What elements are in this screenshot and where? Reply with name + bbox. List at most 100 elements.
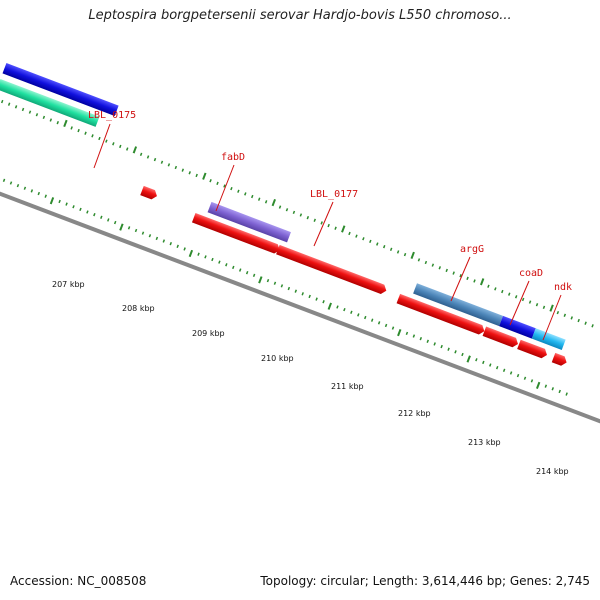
ruler-tick xyxy=(489,363,492,367)
ruler-tick xyxy=(223,184,226,188)
ruler-tick xyxy=(440,344,443,349)
ruler-tick xyxy=(266,278,270,283)
gene-lbl-0175[interactable] xyxy=(140,185,159,201)
ruler-tick xyxy=(79,207,82,212)
ruler-tick xyxy=(113,220,117,225)
ruler-tick xyxy=(473,279,476,283)
gene-red-under-fabd[interactable] xyxy=(191,212,282,255)
gene-lbl-0177[interactable] xyxy=(276,244,388,296)
ruler-label: 213 kbp xyxy=(468,438,501,447)
ruler-tick xyxy=(348,231,351,236)
leader-line-ndk xyxy=(542,294,562,341)
ruler-tick xyxy=(431,263,435,267)
ruler-tick xyxy=(563,313,567,317)
ruler-tick xyxy=(49,118,53,122)
ruler-tick xyxy=(364,315,367,320)
ruler-tick xyxy=(204,255,207,259)
ruler-tick xyxy=(377,321,381,325)
gene-argg[interactable] xyxy=(413,283,504,327)
ruler-tick xyxy=(530,379,534,383)
ruler-tick xyxy=(334,226,337,230)
gene-fabd[interactable] xyxy=(207,201,291,243)
ruler-tick xyxy=(384,323,388,328)
ruler-tick xyxy=(523,376,527,380)
ruler-tick xyxy=(479,278,485,286)
ruler-tick xyxy=(350,310,353,314)
ruler-tick xyxy=(264,200,268,204)
ruler-tick xyxy=(327,223,330,228)
gene-label-argg[interactable]: argG xyxy=(460,244,484,255)
ruler-tick xyxy=(509,371,513,375)
gene-label-fabd[interactable]: fabD xyxy=(221,152,245,163)
gene-forward-green-left[interactable] xyxy=(0,78,100,127)
ruler-tick xyxy=(238,268,242,272)
ruler-tick xyxy=(100,215,103,219)
ruler-label: 214 kbp xyxy=(536,467,569,476)
ruler-tick xyxy=(181,168,185,172)
ruler-tick xyxy=(86,210,89,214)
ruler-tick xyxy=(211,257,214,262)
ruler-tick xyxy=(376,242,379,246)
ruler-tick xyxy=(466,276,469,280)
gene-red-under-coad[interactable] xyxy=(482,326,520,349)
ruler-label: 209 kbp xyxy=(192,329,225,338)
ruler-tick xyxy=(438,266,442,270)
ruler-tick xyxy=(65,202,68,206)
ruler-tick xyxy=(417,258,421,262)
ruler-tick xyxy=(556,310,560,315)
ruler-tick xyxy=(521,297,525,302)
ruler-tick xyxy=(132,146,138,154)
ruler-tick xyxy=(98,136,101,141)
ruler-tick xyxy=(35,113,39,117)
gene-label-lbl-0175[interactable]: LBL_0175 xyxy=(88,110,136,121)
ruler-tick xyxy=(14,105,18,109)
ruler-tick xyxy=(216,181,219,186)
gene-ndk[interactable] xyxy=(531,328,566,350)
ruler-tick xyxy=(37,191,41,196)
gene-label-lbl-0177[interactable]: LBL_0177 xyxy=(310,189,358,200)
chromosome-backbone xyxy=(0,191,600,424)
gene-red-under-ndk[interactable] xyxy=(517,339,549,360)
gene-red-small-right[interactable] xyxy=(551,352,569,367)
ruler-tick xyxy=(280,284,284,288)
ruler-tick xyxy=(405,331,409,336)
ruler-tick xyxy=(419,336,423,341)
ruler-tick xyxy=(445,268,448,273)
ruler-tick xyxy=(396,250,400,254)
ruler-tick xyxy=(188,171,191,175)
ruler-tick xyxy=(169,242,172,246)
ruler-tick xyxy=(119,144,122,149)
leader-line-lbl-0177 xyxy=(313,201,334,247)
ruler-label: 207 kbp xyxy=(52,280,85,289)
ruler-tick xyxy=(514,295,518,299)
ruler-tick xyxy=(502,368,506,372)
ruler-tick xyxy=(343,307,346,312)
ruler-tick xyxy=(183,247,186,251)
ruler-tick xyxy=(389,247,393,251)
ruler-tick xyxy=(362,237,365,241)
ruler-tick xyxy=(237,189,240,193)
ruler-tick xyxy=(134,228,138,233)
ruler-tick xyxy=(285,208,289,212)
gene-label-coad[interactable]: coaD xyxy=(519,268,543,279)
ruler-tick xyxy=(197,252,200,256)
ruler-tick xyxy=(146,155,150,159)
ruler-tick xyxy=(176,244,179,248)
gene-red-under-argg[interactable] xyxy=(396,293,487,336)
ruler-tick xyxy=(535,303,539,307)
ruler-label: 210 kbp xyxy=(261,354,294,363)
gene-coad[interactable] xyxy=(499,315,536,339)
gene-forward-blue-left[interactable] xyxy=(2,63,119,116)
ruler-tick xyxy=(410,251,415,259)
ruler-tick xyxy=(49,197,55,205)
ruler-tick xyxy=(577,318,580,323)
gene-label-ndk[interactable]: ndk xyxy=(554,282,572,293)
ruler-tick xyxy=(273,281,277,285)
ruler-tick xyxy=(70,126,73,130)
ruler-tick xyxy=(565,392,568,396)
ruler-tick xyxy=(494,287,497,291)
ruler-tick xyxy=(84,131,87,135)
ruler-tick xyxy=(461,352,464,357)
ruler-tick xyxy=(591,324,594,328)
